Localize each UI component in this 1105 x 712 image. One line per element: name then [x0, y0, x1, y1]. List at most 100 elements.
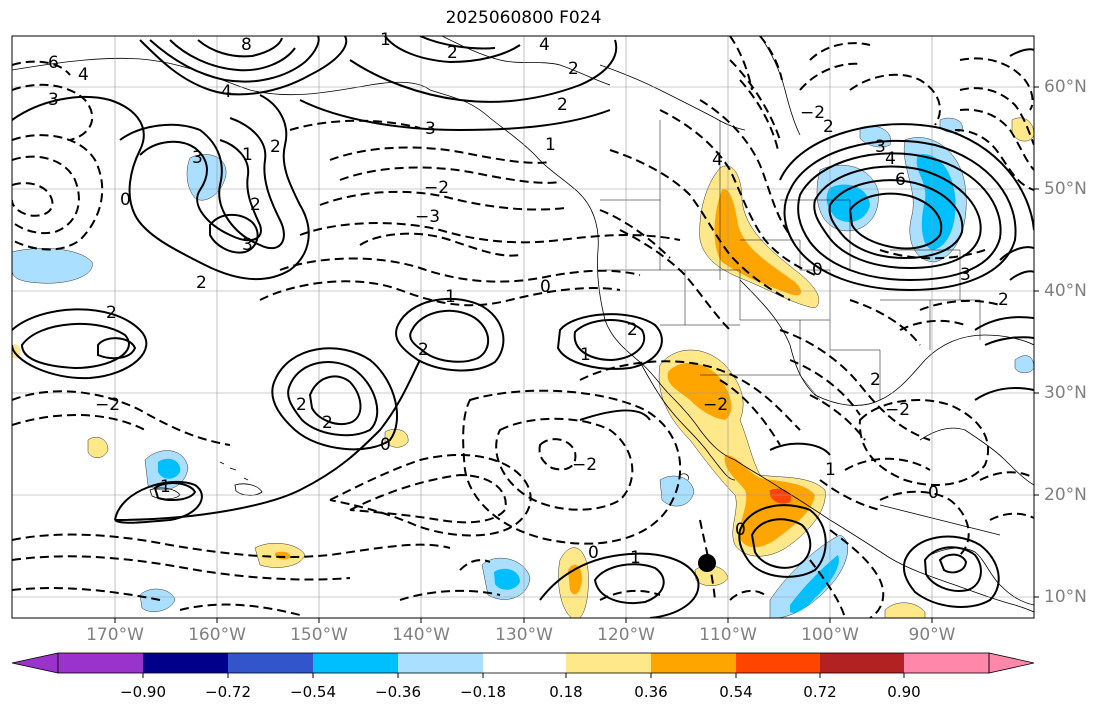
contour-label: 2	[106, 303, 117, 323]
contour-label: 2	[270, 137, 281, 157]
contour-label: 3	[192, 148, 203, 168]
contour-label: 4	[78, 65, 89, 85]
colorbar-label: −0.90	[120, 683, 166, 701]
colorbar	[11, 652, 1035, 678]
contour-label: −3	[415, 207, 440, 227]
contour-label: 2	[250, 195, 261, 215]
colorbar-min-arrow	[11, 652, 59, 674]
colorbar-bin	[58, 653, 143, 673]
map-frame	[11, 35, 1035, 619]
colorbar-label: −0.54	[290, 683, 336, 701]
contour-label: −2	[703, 395, 728, 415]
lat-label-50n: 50°N	[1044, 179, 1087, 199]
contour-label: 2	[296, 395, 307, 415]
contour-label: 8	[241, 35, 252, 55]
contour-label: 2	[196, 273, 207, 293]
contour-label: 3	[960, 265, 971, 285]
colorbar-bin	[566, 653, 651, 673]
contour-label: −2	[885, 400, 910, 420]
colorbar-bin	[651, 653, 736, 673]
contour-label: 4	[221, 82, 232, 102]
map-title: 2025060800 F024	[445, 8, 602, 28]
contour-label: 3	[242, 235, 253, 255]
contour-label: 0	[120, 190, 131, 210]
contour-label: 2	[998, 290, 1009, 310]
lon-label-100w: 100°W	[801, 625, 859, 645]
contour-label: 3	[875, 137, 886, 157]
colorbar-label: 0.54	[719, 683, 753, 701]
colorbar-label: 0.18	[549, 683, 583, 701]
storm-center-dot	[698, 554, 716, 572]
contour-label: 1	[825, 460, 836, 480]
colorbar-label: 0.90	[887, 683, 921, 701]
contour-label: 0	[588, 543, 599, 563]
contour-label: 3	[425, 119, 436, 139]
lon-label-90w: 90°W	[908, 625, 956, 645]
contour-label: 2	[870, 370, 881, 390]
lon-label-110w: 110°W	[699, 625, 757, 645]
contour-label: 1	[445, 287, 456, 307]
contour-label: 3	[48, 90, 59, 110]
negative-shade	[1014, 355, 1034, 374]
gridlines	[12, 36, 1034, 618]
contour-label: 2	[447, 43, 458, 63]
lon-label-140w: 140°W	[392, 625, 450, 645]
colorbar-bin	[736, 653, 820, 673]
lon-label-150w: 150°W	[290, 625, 348, 645]
colorbar-bin	[398, 653, 483, 673]
positive-shade	[884, 602, 926, 618]
contour-label: 0	[812, 260, 823, 280]
colorbar-label: 0.72	[803, 683, 837, 701]
contour-label: 0	[540, 277, 551, 297]
dashed-contours	[12, 36, 1034, 618]
contour-label: 2	[823, 117, 834, 137]
negative-shade	[916, 154, 956, 250]
negative-shade	[12, 248, 93, 284]
positive-shade	[667, 362, 732, 420]
contour-label: 0	[380, 435, 391, 455]
lon-ticks	[114, 618, 933, 623]
coastlines	[12, 36, 1034, 613]
contour-label: 2	[322, 413, 333, 433]
positive-shade	[12, 344, 21, 359]
contour-label: 6	[895, 170, 906, 190]
contour-label: 4	[712, 150, 723, 170]
lon-label-160w: 160°W	[188, 625, 246, 645]
contour-labels: 6 4 3 8 4 2 1 4 2 2 3 1 0 2 3 3 1 2 2 −3…	[48, 30, 1009, 568]
contour-label: 2	[418, 340, 429, 360]
contour-label: 0	[928, 483, 939, 503]
negative-shade	[826, 184, 870, 222]
colorbar-label: −0.36	[375, 683, 421, 701]
contour-label: −2	[95, 395, 120, 415]
contour-label: 1	[160, 477, 171, 497]
contour-label: 1	[242, 145, 253, 165]
contour-label: −2	[572, 455, 597, 475]
negative-shade	[790, 555, 839, 613]
contour-label: 2	[627, 320, 638, 340]
contour-label: 2	[568, 59, 579, 79]
contour-label: 1	[630, 548, 641, 568]
positive-shade	[87, 437, 109, 458]
positive-shade	[714, 189, 802, 296]
negative-shade	[158, 458, 181, 479]
contour-label: 1	[545, 135, 556, 155]
lat-label-40n: 40°N	[1044, 281, 1087, 301]
positive-shade	[770, 488, 792, 504]
contour-label: 1	[580, 345, 591, 365]
contour-label: −2	[424, 178, 449, 198]
colorbar-bin	[820, 653, 904, 673]
contour-label: 2	[557, 95, 568, 115]
contour-label: 0	[735, 520, 746, 540]
colorbar-bin	[228, 653, 313, 673]
positive-shade	[724, 455, 815, 548]
lat-label-10n: 10°N	[1044, 587, 1087, 607]
lat-label-20n: 20°N	[1044, 485, 1087, 505]
contour-label: 4	[885, 149, 896, 169]
lat-ticks	[1034, 86, 1039, 598]
lat-label-60n: 60°N	[1044, 77, 1087, 97]
contour-label: −2	[800, 103, 825, 123]
colorbar-max-arrow	[988, 652, 1035, 674]
colorbar-label: 0.36	[634, 683, 668, 701]
lat-label-30n: 30°N	[1044, 383, 1087, 403]
colorbar-label: −0.18	[460, 683, 506, 701]
